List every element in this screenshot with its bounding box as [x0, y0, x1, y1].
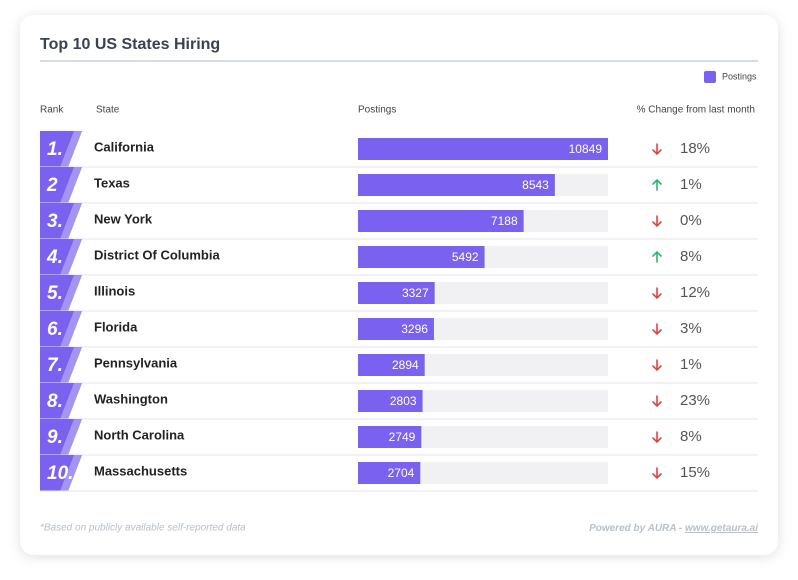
change-label: 8%	[680, 248, 702, 265]
bar	[358, 462, 421, 484]
rank: 9.	[47, 427, 63, 448]
bar-value: 2749	[389, 430, 416, 444]
legend-label: Postings	[722, 71, 757, 81]
rank-badge-edge	[60, 347, 82, 383]
rank-badge-edge	[60, 311, 82, 347]
rank-badge-edge	[60, 275, 82, 311]
footnote: *Based on publicly available self-report…	[40, 523, 246, 534]
change-arrow	[652, 287, 662, 300]
rank-badge-edge	[60, 167, 82, 203]
state-label: District Of Columbia	[94, 247, 220, 262]
change-arrow	[652, 359, 662, 372]
rank: 1.	[47, 139, 63, 160]
bar	[358, 318, 434, 340]
column-header: Postings	[358, 105, 396, 116]
bar-value: 5492	[452, 250, 479, 264]
rank-badge-edge	[60, 131, 82, 167]
arrow-shape	[652, 467, 662, 480]
state-label: Washington	[94, 391, 168, 406]
bar-track	[358, 462, 608, 484]
change-label: 8%	[680, 428, 702, 445]
arrow-shape	[652, 359, 662, 372]
bar-value: 2803	[390, 394, 417, 408]
credit-link[interactable]: www.getaura.ai	[685, 523, 758, 534]
change-arrow	[652, 215, 662, 228]
state-label: Illinois	[94, 283, 135, 298]
rank-badge-edge	[60, 383, 82, 419]
bar-value: 3327	[402, 286, 429, 300]
change-arrow	[652, 395, 662, 408]
arrow-shape	[652, 178, 662, 191]
bar	[358, 246, 485, 268]
arrow-shape	[652, 287, 662, 300]
credit: Powered by AURA - www.getaura.ai	[589, 523, 758, 534]
bar	[358, 210, 524, 232]
bar	[358, 426, 422, 448]
bar-value: 2894	[392, 358, 419, 372]
bar	[358, 390, 423, 412]
change-arrow	[652, 178, 662, 191]
rank: 7.	[47, 355, 63, 376]
rank-badge-edge	[60, 239, 82, 275]
legend-swatch	[704, 71, 716, 83]
bar-value: 3296	[401, 322, 428, 336]
column-header: Rank	[40, 105, 64, 116]
state-label: Florida	[94, 319, 138, 334]
rank-badge-edge	[60, 203, 82, 239]
bar	[358, 282, 435, 304]
bar	[358, 174, 555, 196]
column-header: State	[96, 105, 120, 116]
rank: 10.	[47, 463, 73, 484]
change-arrow	[652, 143, 662, 156]
rank-badge-edge	[60, 455, 82, 491]
change-arrow	[652, 467, 662, 480]
change-label: 1%	[680, 176, 702, 193]
state-label: Texas	[94, 175, 130, 190]
change-label: 1%	[680, 356, 702, 373]
bar-value: 2704	[388, 466, 415, 480]
rank: 8.	[47, 391, 63, 412]
rank: 2	[46, 175, 58, 196]
rank: 5.	[47, 283, 63, 304]
change-arrow	[652, 323, 662, 336]
state-label: Pennsylvania	[94, 355, 178, 370]
rank: 4.	[46, 247, 63, 268]
bar-value: 8543	[522, 178, 549, 192]
arrow-shape	[652, 143, 662, 156]
bar	[358, 138, 608, 160]
arrow-shape	[652, 395, 662, 408]
chart-title: Top 10 US States Hiring	[40, 36, 220, 53]
change-label: 3%	[680, 320, 702, 337]
state-label: California	[94, 139, 155, 154]
change-label: 0%	[680, 212, 702, 229]
rank: 3.	[47, 211, 63, 232]
change-arrow	[652, 431, 662, 444]
arrow-shape	[652, 431, 662, 444]
rank-badge-edge	[60, 419, 82, 455]
bar	[358, 354, 425, 376]
arrow-shape	[652, 250, 662, 263]
bar-value: 7188	[491, 214, 518, 228]
arrow-shape	[652, 323, 662, 336]
column-header: % Change from last month	[637, 105, 755, 116]
change-arrow	[652, 250, 662, 263]
rank: 6.	[47, 319, 63, 340]
change-label: 15%	[680, 464, 710, 481]
change-label: 23%	[680, 392, 710, 409]
change-label: 12%	[680, 284, 710, 301]
state-label: New York	[94, 211, 153, 226]
credit-text: Powered by AURA -	[589, 523, 683, 534]
state-label: North Carolina	[94, 427, 185, 442]
change-label: 18%	[680, 140, 710, 157]
arrow-shape	[652, 215, 662, 228]
state-label: Massachusetts	[94, 463, 187, 478]
bar-value: 10849	[569, 142, 603, 156]
